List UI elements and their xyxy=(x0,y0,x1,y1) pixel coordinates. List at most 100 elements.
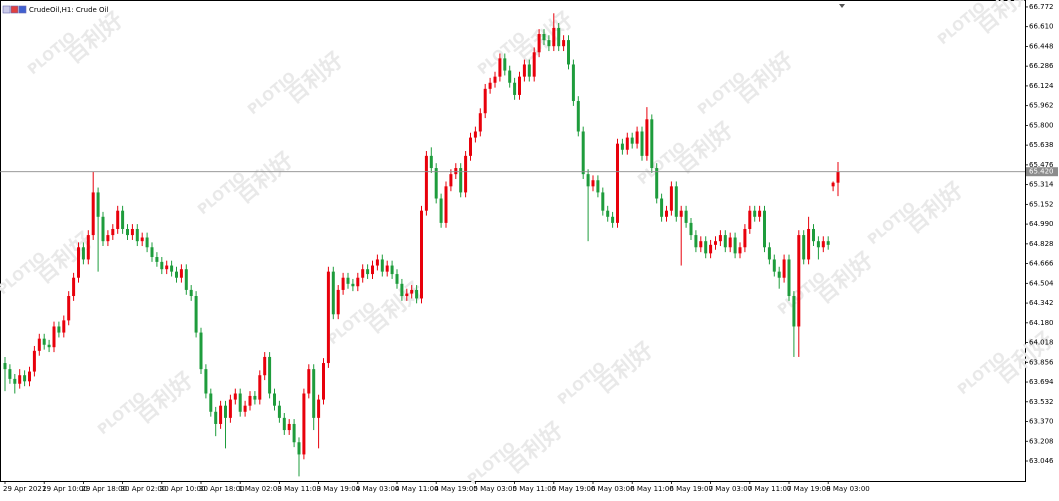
candle-body xyxy=(238,393,242,412)
candle-body xyxy=(763,210,766,248)
y-tick-label: 64.342 xyxy=(1029,299,1054,307)
candle-body xyxy=(86,235,90,260)
candle-body xyxy=(660,198,664,217)
current-price-box xyxy=(1026,167,1058,177)
candle-body xyxy=(449,174,453,187)
y-tick-label: 65.476 xyxy=(1029,161,1054,169)
y-tick-label: 65.962 xyxy=(1029,102,1054,110)
x-tick-label: 30 Apr 18:00 xyxy=(199,485,245,493)
y-tick-label: 66.448 xyxy=(1029,42,1054,50)
candle-body xyxy=(581,131,585,175)
y-tick-label: 64.504 xyxy=(1029,279,1054,287)
x-tick-label: 4 May 03:00 xyxy=(356,485,400,493)
candle-body xyxy=(47,344,51,348)
candle-body xyxy=(23,375,27,382)
candle-body xyxy=(341,277,345,290)
candle-body xyxy=(91,192,95,236)
candle-body xyxy=(194,296,198,333)
candle-body xyxy=(699,241,703,248)
candle-body xyxy=(126,228,129,236)
candle-body xyxy=(777,271,781,278)
candle-body xyxy=(248,395,252,406)
candle-body xyxy=(312,369,316,418)
candle-body xyxy=(13,378,17,384)
candle-body xyxy=(106,235,110,242)
candle-body xyxy=(591,180,595,187)
candle-body xyxy=(571,64,575,102)
y-tick-label: 63.856 xyxy=(1029,358,1054,366)
candle-body xyxy=(694,235,698,248)
x-tick-label: 29 Apr 10:00 xyxy=(42,485,88,493)
candle-body xyxy=(28,371,31,382)
y-tick-label: 65.314 xyxy=(1029,181,1054,189)
x-tick-label: 3 May 19:00 xyxy=(317,485,361,493)
candle-body xyxy=(689,222,693,236)
candle-body xyxy=(650,119,654,169)
candle-body xyxy=(130,228,134,236)
candle-body xyxy=(816,241,820,248)
x-tick-label: 8 May 03:00 xyxy=(826,485,870,493)
candle-body xyxy=(179,269,183,278)
candle-body xyxy=(640,131,644,156)
candle-body xyxy=(527,64,531,77)
x-tick-label: 30 Apr 10:00 xyxy=(160,485,206,493)
y-tick-label: 66.124 xyxy=(1029,82,1054,90)
plot-frame xyxy=(0,0,1026,482)
candle-body xyxy=(420,210,423,299)
candle-body xyxy=(356,277,360,287)
candle-body xyxy=(704,241,708,254)
candle-body xyxy=(375,259,379,266)
candle-body xyxy=(802,235,806,260)
candle-body xyxy=(758,210,762,217)
candle-body xyxy=(767,247,771,260)
candle-body xyxy=(253,395,257,400)
candle-body xyxy=(821,241,825,248)
candle-body xyxy=(405,293,409,297)
candle-body xyxy=(518,76,521,95)
candle-body xyxy=(513,82,517,95)
candle-body xyxy=(625,137,629,150)
candle-body xyxy=(576,101,580,132)
x-tick-label: 30 Apr 02:00 xyxy=(121,485,167,493)
candle-body xyxy=(346,277,350,284)
candle-body xyxy=(714,241,717,245)
candle-body xyxy=(630,137,634,144)
candle-body xyxy=(150,247,154,258)
candle-body xyxy=(189,289,193,297)
candle-body xyxy=(537,34,541,53)
x-tick-label: 6 May 03:00 xyxy=(591,485,635,493)
y-tick-label: 64.018 xyxy=(1029,339,1054,347)
candle-body xyxy=(616,143,619,223)
candle-body xyxy=(243,405,247,412)
y-tick-label: 65.152 xyxy=(1029,200,1054,208)
candle-body xyxy=(723,235,727,248)
candle-body xyxy=(655,168,659,199)
candle-body xyxy=(209,393,213,412)
x-tick-label: 7 May 11:00 xyxy=(748,485,792,493)
candle-body xyxy=(18,375,22,384)
icon xyxy=(2,5,11,14)
candle-body xyxy=(557,27,561,47)
x-tick-label: 5 May 11:00 xyxy=(513,485,557,493)
candle-body xyxy=(331,271,335,315)
candle-body xyxy=(522,64,526,77)
candle-body xyxy=(282,417,286,431)
candle-body xyxy=(52,326,56,348)
x-tick-label: 7 May 19:00 xyxy=(787,485,831,493)
icon xyxy=(18,5,27,14)
candle-body xyxy=(743,228,747,248)
candle-body xyxy=(287,423,291,431)
y-tick-label: 63.370 xyxy=(1029,418,1054,426)
candle-body xyxy=(57,326,61,333)
current-price-label: 65.420 xyxy=(1029,168,1054,176)
candle-body xyxy=(454,168,458,175)
x-tick-label: 29 Apr 18:00 xyxy=(81,485,127,493)
candle-body xyxy=(62,320,66,333)
candle-body xyxy=(400,283,404,297)
y-tick-label: 63.532 xyxy=(1029,398,1054,406)
candle-body xyxy=(410,289,414,294)
candle-body xyxy=(469,137,472,156)
candle-body xyxy=(503,58,507,71)
candle-body xyxy=(135,228,139,242)
x-tick-label: 4 May 19:00 xyxy=(434,485,478,493)
